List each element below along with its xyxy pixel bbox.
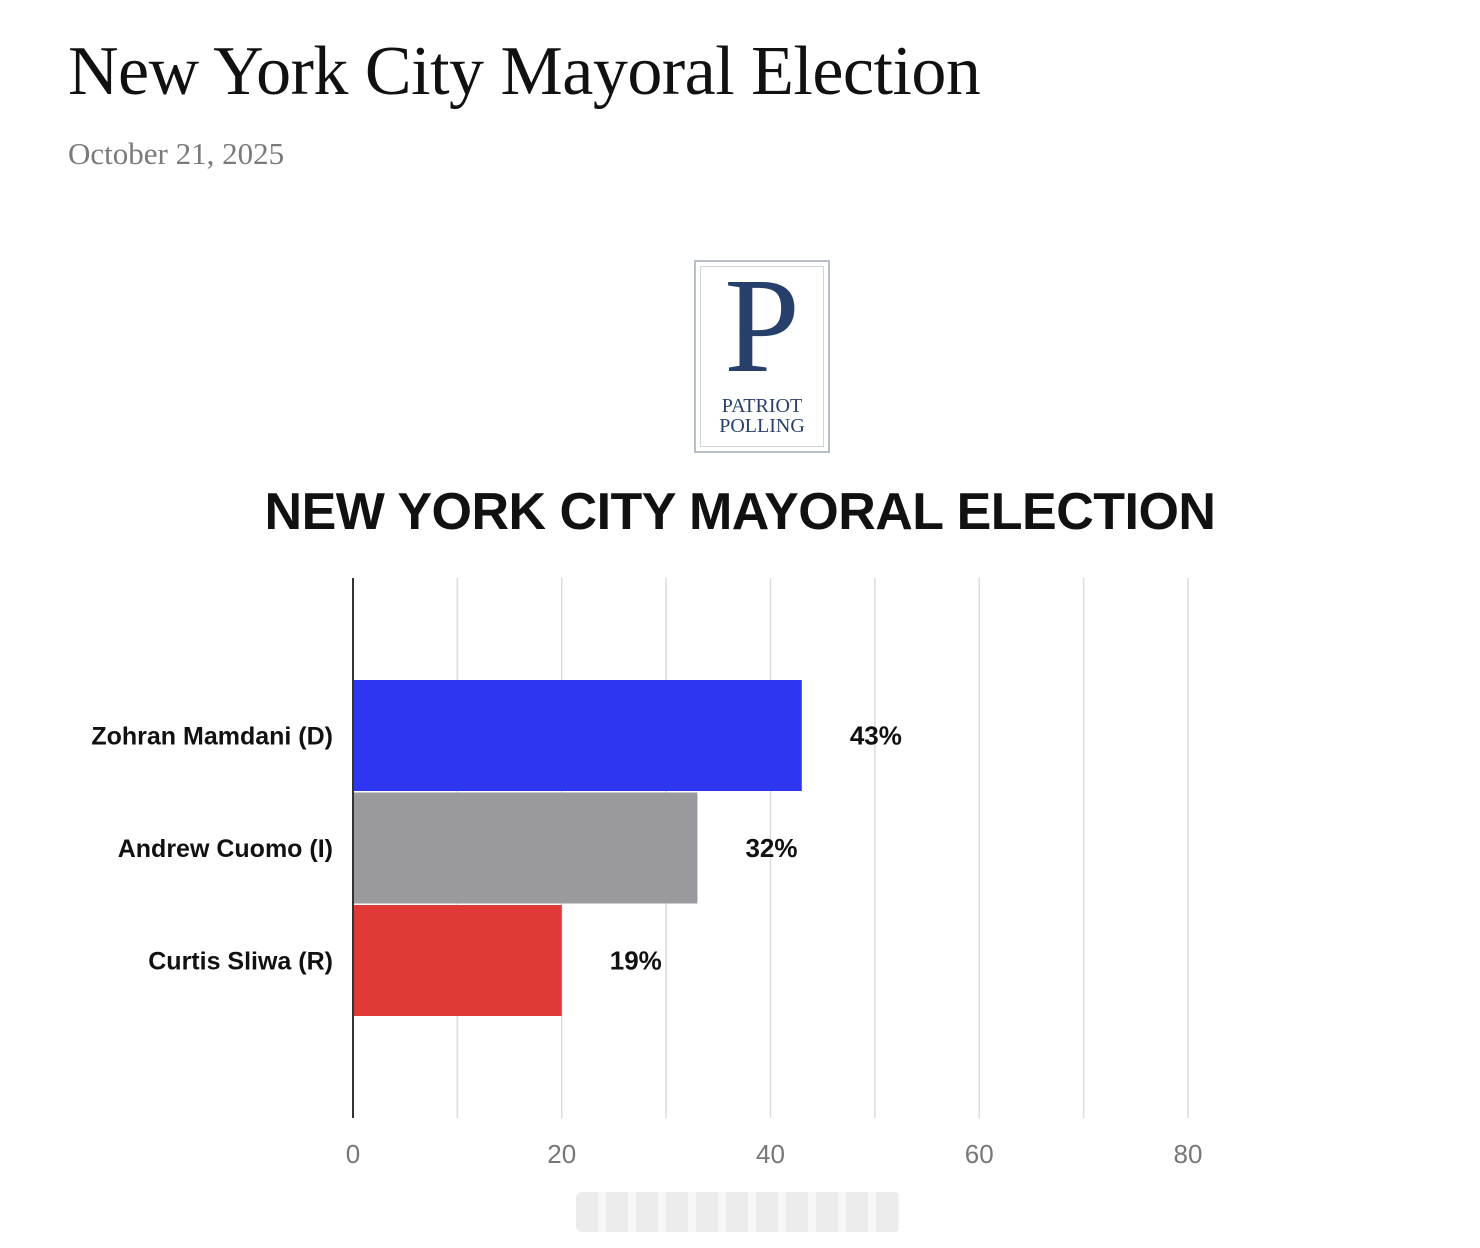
- bar: [353, 792, 698, 904]
- data-label: 19%: [610, 946, 662, 976]
- logo-text-line2: POLLING: [719, 415, 805, 437]
- logo-letter: P: [724, 251, 800, 401]
- logo-frame: [700, 266, 824, 447]
- logo-text-line1: PATRIOT: [721, 395, 803, 417]
- patriot-polling-logo: P PATRIOT POLLING: [694, 251, 830, 453]
- category-label: Andrew Cuomo (I): [118, 835, 333, 863]
- x-tick-label: 20: [547, 1139, 576, 1169]
- data-label: 43%: [850, 721, 902, 751]
- logo-text: PATRIOT POLLING: [696, 396, 828, 436]
- x-tick-label: 40: [756, 1139, 785, 1169]
- chart-title: NEW YORK CITY MAYORAL ELECTION: [264, 483, 1216, 541]
- x-tick-label: 80: [1174, 1139, 1203, 1169]
- x-tick-label: 0: [346, 1139, 360, 1169]
- publish-date: October 21, 2025: [68, 136, 285, 171]
- category-label: Curtis Sliwa (R): [148, 948, 333, 976]
- bar: [353, 680, 802, 791]
- data-label: 32%: [745, 833, 797, 863]
- page-title: New York City Mayoral Election: [68, 33, 981, 110]
- watermark: [576, 1192, 900, 1232]
- category-label: Zohran Mamdani (D): [91, 723, 333, 751]
- bar: [353, 905, 562, 1016]
- x-tick-label: 60: [965, 1139, 994, 1169]
